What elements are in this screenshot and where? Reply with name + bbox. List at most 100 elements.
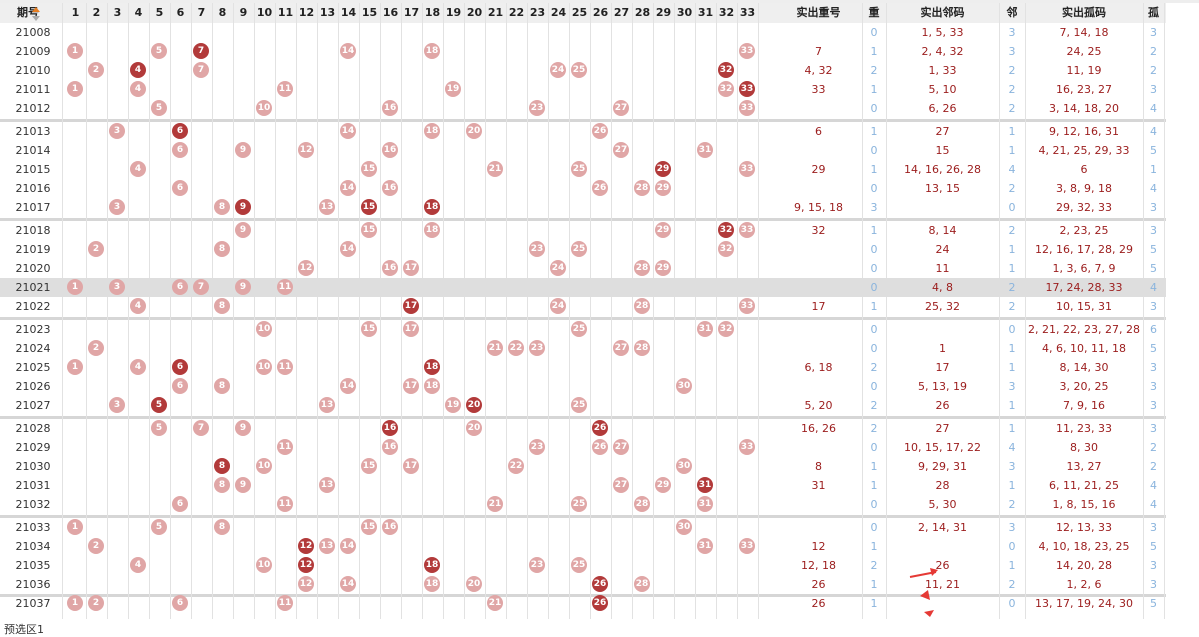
- isolated-values: 3, 8, 9, 18: [1056, 182, 1112, 195]
- ball-6: 6: [172, 496, 188, 512]
- issue-number: 21009: [15, 45, 51, 58]
- grid-line: [86, 3, 87, 619]
- isolated-count: 5: [1150, 243, 1157, 256]
- isolated-count: 2: [1150, 441, 1157, 454]
- repeat-count: 2: [870, 64, 878, 77]
- ball-11: 11: [277, 595, 293, 611]
- repeat-count: 0: [870, 262, 878, 275]
- grid-line: [233, 3, 234, 619]
- neighbor-values: 2, 14, 31: [918, 521, 967, 534]
- neighbor-count: 2: [1008, 224, 1016, 237]
- isolated-count: 3: [1150, 201, 1157, 214]
- ball-27: 27: [613, 477, 629, 493]
- neighbor-count: 2: [1008, 578, 1016, 591]
- neighbor-values: 10, 15, 17, 22: [904, 441, 981, 454]
- ball-24: 24: [550, 260, 566, 276]
- ball-18: 18: [424, 378, 440, 394]
- issue-number: 21024: [15, 342, 51, 355]
- ball-17: 17: [403, 298, 419, 314]
- ball-20: 20: [466, 397, 482, 413]
- ball-25: 25: [571, 161, 587, 177]
- isolated-values: 8, 30: [1070, 441, 1098, 454]
- ball-2: 2: [88, 241, 104, 257]
- ball-17: 17: [403, 378, 419, 394]
- grid-line: [296, 3, 297, 619]
- isolated-values: 6: [1080, 163, 1088, 176]
- ball-6: 6: [172, 359, 188, 375]
- ball-33: 33: [739, 439, 755, 455]
- ball-1: 1: [67, 81, 83, 97]
- ball-31: 31: [697, 477, 713, 493]
- header-num-1: 1: [71, 6, 80, 19]
- header-issue: 期号: [17, 6, 39, 19]
- header-num-32: 32: [718, 6, 735, 19]
- repeat-count: 1: [870, 460, 878, 473]
- ball-27: 27: [613, 100, 629, 116]
- isolated-values: 3, 14, 18, 20: [1049, 102, 1119, 115]
- header-num-27: 27: [613, 6, 630, 19]
- ball-12: 12: [298, 576, 314, 592]
- ball-18: 18: [424, 123, 440, 139]
- isolated-values: 9, 12, 16, 31: [1049, 125, 1119, 138]
- issue-number: 21018: [15, 224, 51, 237]
- isolated-count: 3: [1150, 399, 1157, 412]
- header-num-4: 4: [134, 6, 143, 19]
- neighbor-values: 2, 4, 32: [921, 45, 964, 58]
- ball-3: 3: [109, 199, 125, 215]
- isolated-values: 4, 10, 18, 23, 25: [1038, 540, 1130, 553]
- isolated-count: 5: [1150, 262, 1157, 275]
- ball-14: 14: [340, 576, 356, 592]
- repeat-count: 0: [870, 243, 878, 256]
- ball-8: 8: [214, 378, 230, 394]
- ball-2: 2: [88, 538, 104, 554]
- repeat-values: 33: [811, 83, 826, 96]
- isolated-values: 4, 6, 10, 11, 18: [1042, 342, 1126, 355]
- neighbor-count: 1: [1008, 559, 1016, 572]
- ball-20: 20: [466, 123, 482, 139]
- ball-8: 8: [214, 241, 230, 257]
- neighbor-values: 25, 32: [925, 300, 960, 313]
- ball-16: 16: [382, 100, 398, 116]
- neighbor-values: 26: [935, 559, 950, 572]
- header-num-18: 18: [424, 6, 441, 19]
- ball-16: 16: [382, 519, 398, 535]
- isolated-values: 24, 25: [1066, 45, 1102, 58]
- ball-10: 10: [256, 321, 272, 337]
- ball-28: 28: [634, 260, 650, 276]
- isolated-values: 16, 23, 27: [1056, 83, 1112, 96]
- group-separator: [0, 515, 1166, 518]
- ball-18: 18: [424, 43, 440, 59]
- neighbor-count: 2: [1008, 83, 1016, 96]
- grid-line: [191, 3, 192, 619]
- neighbor-count: 0: [1008, 323, 1016, 336]
- ball-28: 28: [634, 298, 650, 314]
- neighbor-count: 2: [1008, 498, 1016, 511]
- neighbor-values: 1, 5, 33: [921, 26, 964, 39]
- ball-1: 1: [67, 595, 83, 611]
- repeat-count: 1: [870, 597, 878, 610]
- ball-12: 12: [298, 538, 314, 554]
- ball-5: 5: [151, 397, 167, 413]
- ball-24: 24: [550, 298, 566, 314]
- ball-9: 9: [235, 222, 251, 238]
- grid-line: [737, 3, 738, 619]
- isolated-count: 2: [1150, 460, 1157, 473]
- neighbor-count: 0: [1008, 597, 1016, 610]
- ball-29: 29: [655, 222, 671, 238]
- ball-5: 5: [151, 420, 167, 436]
- arrow-mark-21037: [924, 610, 934, 617]
- ball-10: 10: [256, 458, 272, 474]
- isolated-values: 10, 15, 31: [1056, 300, 1112, 313]
- ball-18: 18: [424, 557, 440, 573]
- repeat-values: 7: [815, 45, 822, 58]
- ball-28: 28: [634, 576, 650, 592]
- ball-11: 11: [277, 359, 293, 375]
- header-num-2: 2: [92, 6, 101, 19]
- ball-5: 5: [151, 100, 167, 116]
- isolated-values: 6, 11, 21, 25: [1049, 479, 1119, 492]
- header-num-13: 13: [319, 6, 336, 19]
- repeat-count: 2: [870, 559, 878, 572]
- repeat-count: 0: [870, 26, 878, 39]
- header-isolated-count: 孤: [1148, 6, 1159, 19]
- isolated-count: 4: [1150, 479, 1157, 492]
